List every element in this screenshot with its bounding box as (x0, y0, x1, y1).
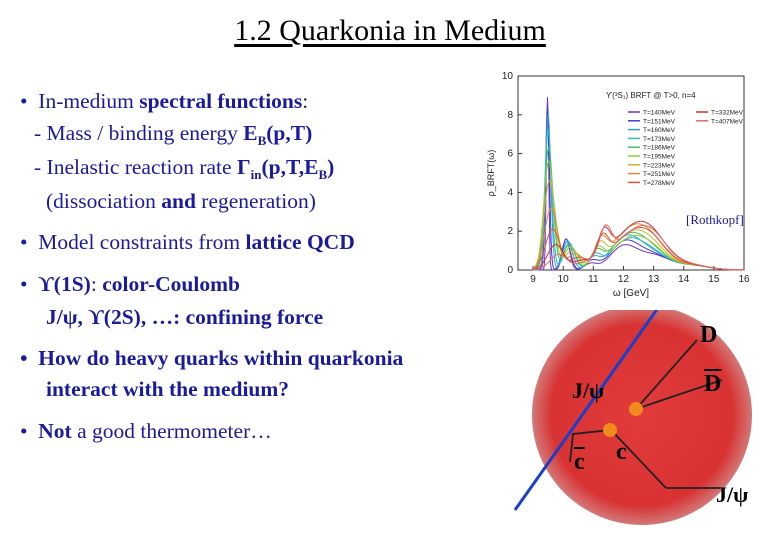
x-tick-label: 13 (648, 274, 660, 285)
d-meson-line (635, 339, 698, 410)
x-tick-label: 11 (588, 274, 599, 285)
y-tick-label: 8 (507, 110, 513, 121)
legend-label: T=223MeV (643, 162, 676, 169)
x-tick-label: 16 (738, 274, 750, 285)
fireball-medium (532, 310, 752, 525)
bullet-heavy-quarks: • How do heavy quarks within quarkonia (20, 346, 404, 370)
y-tick-label: 0 (507, 265, 513, 276)
sub-bullet-mass: - Mass / binding energy EB(p,T) (34, 121, 313, 148)
quarkonium-diagram (513, 310, 752, 525)
label-cbar: c (574, 449, 585, 475)
chart-frame (517, 75, 745, 271)
bullet-spectral-functions: • In-medium spectral functions: (20, 89, 309, 113)
dbar-meson-line (635, 379, 723, 410)
blue-trajectory (513, 310, 659, 511)
legend-label: T=251MeV (643, 171, 676, 178)
legend-label: T=332MeV (711, 110, 744, 117)
legend-label: T=195MeV (643, 154, 676, 161)
heavy-quark-dot (629, 402, 643, 416)
series-line (533, 146, 744, 271)
x-tick-label: 12 (618, 274, 630, 285)
label-c: c (616, 439, 627, 465)
ccbar-pair-line (569, 429, 667, 489)
bullet-upsilon-line2: J/ψ, ϒ(2S), …: confining force (46, 305, 324, 329)
charm-quark-dot (603, 423, 617, 437)
chart-title: ϒ(³S₁) BRFT @ T>0, n=4 (606, 91, 696, 100)
chart-plot-area: 9 10 11 12 13 14 15 16 0 2 4 6 8 10 ω [GeV] ρ_BRFT(ω) ϒ(… (486, 71, 750, 299)
citation: [Rothkopf] (686, 212, 744, 227)
y-axis-label: ρ_BRFT(ω) (486, 150, 496, 197)
label-dbar: D (704, 371, 722, 397)
bullet-upsilon: • ϒ(1S): color-Coulomb (20, 272, 240, 296)
legend-label: T=407MeV (711, 118, 744, 125)
label-jpsi-inner: J/ψ (572, 378, 605, 403)
x-tick-label: 15 (708, 274, 720, 285)
legend-label: T=140MeV (643, 110, 676, 117)
y-tick-label: 6 (507, 149, 513, 160)
slide-title: 1.2 Quarkonia in Medium (234, 14, 546, 47)
label-d: D (700, 322, 718, 348)
bullet-thermometer: • Not a good thermometer… (20, 419, 272, 443)
x-axis-label: ω [GeV] (613, 288, 649, 299)
series-line (533, 224, 744, 271)
legend-label: T=151MeV (643, 118, 676, 125)
spectral-function-chart: 9 10 11 12 13 14 15 16 0 2 4 6 8 10 ω [GeV] ρ_BRFT(ω) ϒ(… (486, 71, 750, 299)
sub-bullet-dissociation: (dissociation and regeneration) (46, 189, 316, 213)
legend-label: T=160MeV (643, 127, 676, 134)
label-jpsi-outer: J/ψ (716, 482, 749, 507)
y-tick-label: 4 (507, 187, 513, 198)
legend-label: T=278MeV (643, 180, 676, 187)
x-tick-label: 9 (530, 274, 536, 285)
x-tick-label: 10 (558, 274, 570, 285)
x-tick-label: 14 (678, 274, 690, 285)
legend-label: T=173MeV (643, 136, 676, 143)
legend-label: T=186MeV (643, 145, 676, 152)
sub-bullet-rate: - Inelastic reaction rate Γin(p,T,EB) (34, 155, 335, 182)
bullet-lattice-qcd: • Model constraints from lattice QCD (20, 230, 355, 254)
bullet-heavy-quarks-line2: interact with the medium? (46, 377, 290, 401)
y-tick-label: 10 (502, 71, 514, 82)
y-tick-label: 2 (507, 226, 513, 237)
